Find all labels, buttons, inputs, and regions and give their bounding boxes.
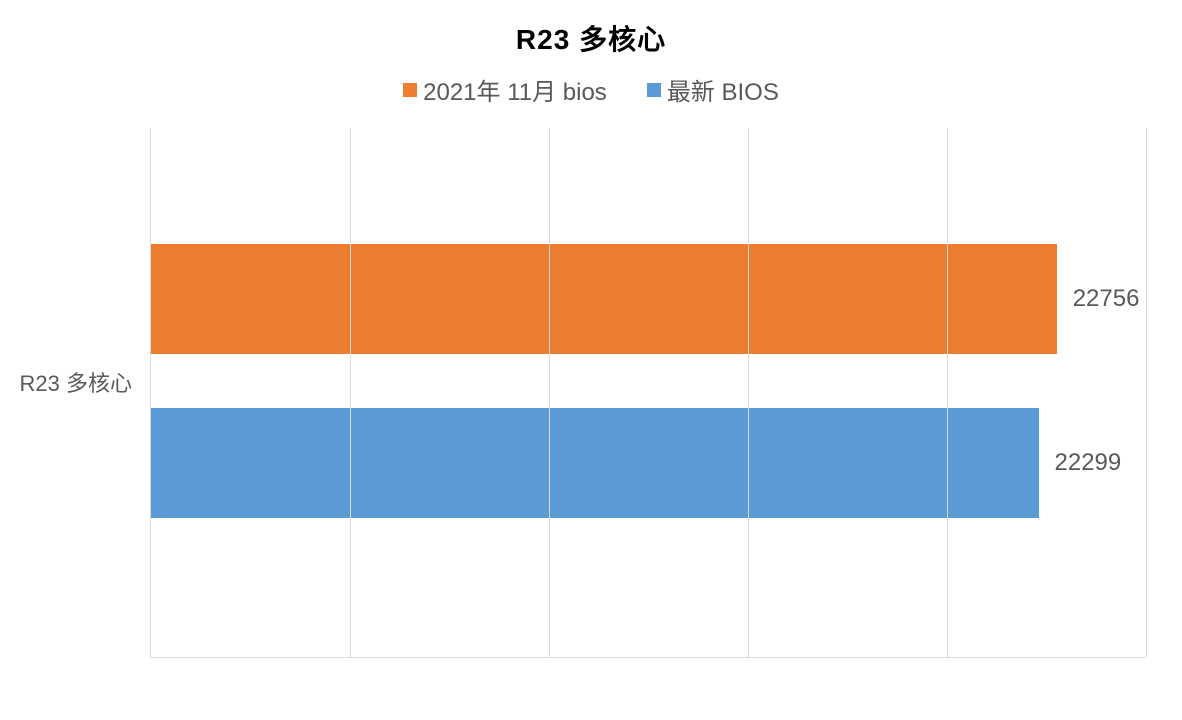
y-axis-category-label: R23 多核心 bbox=[20, 366, 150, 398]
chart-container: R23 多核心 2021年 11月 bios 最新 BIOS R23 多核心 2… bbox=[0, 0, 1182, 720]
legend-swatch-1 bbox=[647, 83, 661, 97]
legend-item-series-1: 最新 BIOS bbox=[647, 72, 779, 107]
legend-label-1: 最新 BIOS bbox=[667, 72, 779, 107]
plot-wrap: 22756 22299 bbox=[150, 128, 1146, 658]
bar-series-1 bbox=[151, 408, 1039, 518]
legend-label-0: 2021年 11月 bios bbox=[423, 72, 607, 107]
gridline bbox=[947, 128, 948, 657]
bar-series-0 bbox=[151, 244, 1057, 354]
legend-item-series-0: 2021年 11月 bios bbox=[403, 72, 607, 107]
gridline bbox=[350, 128, 351, 657]
gridline bbox=[1146, 128, 1147, 657]
bar-value-1: 22299 bbox=[1055, 449, 1122, 477]
bar-value-0: 22756 bbox=[1073, 285, 1140, 313]
gridline bbox=[748, 128, 749, 657]
chart-title: R23 多核心 bbox=[0, 0, 1182, 58]
legend-swatch-0 bbox=[403, 83, 417, 97]
plot-area: 22756 22299 bbox=[150, 128, 1146, 658]
gridline bbox=[549, 128, 550, 657]
bars-group: 22756 22299 bbox=[151, 128, 1146, 657]
legend: 2021年 11月 bios 最新 BIOS bbox=[0, 72, 1182, 107]
